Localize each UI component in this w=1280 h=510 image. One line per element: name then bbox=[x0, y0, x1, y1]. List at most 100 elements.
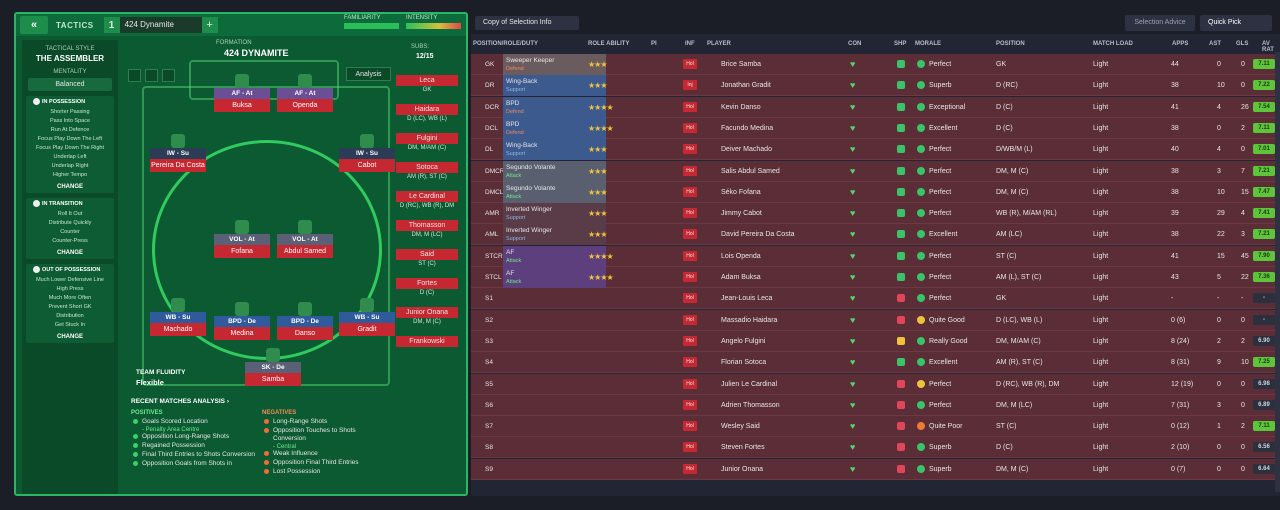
add-tactic-button[interactable]: + bbox=[201, 17, 218, 33]
sub-player[interactable]: Said ST (C) bbox=[394, 246, 462, 274]
column-header[interactable]: PLAYER bbox=[707, 41, 731, 47]
player-name[interactable]: Danso bbox=[277, 327, 333, 340]
role-duty-select[interactable]: Sweeper Keeper Defend bbox=[503, 54, 606, 75]
view-select[interactable]: Copy of Selection Info bbox=[475, 16, 579, 30]
column-header[interactable]: APPS bbox=[1172, 41, 1189, 47]
selection-advice-button[interactable]: Selection Advice bbox=[1125, 15, 1195, 31]
player-name[interactable]: Gradit bbox=[339, 323, 395, 336]
role-duty-select[interactable]: BPD Defend bbox=[503, 117, 606, 139]
pitch-player[interactable]: BPD - De Danso bbox=[277, 302, 333, 340]
role-duty-select[interactable]: Segundo Volante Attack bbox=[503, 181, 606, 203]
in-possession-change-button[interactable]: CHANGE bbox=[56, 184, 83, 190]
sub-player[interactable]: Junior Onana DM, M (C) bbox=[394, 304, 462, 332]
sub-player[interactable]: Fulgini DM, M/AM (C) bbox=[394, 130, 462, 158]
column-header[interactable]: CON bbox=[848, 41, 862, 47]
sub-name[interactable]: Haidara bbox=[396, 104, 458, 115]
out-of-possession-change-button[interactable]: CHANGE bbox=[56, 334, 83, 340]
column-header[interactable]: AST bbox=[1209, 41, 1221, 47]
sub-player[interactable]: Sotoca AM (R), ST (C) bbox=[394, 159, 462, 187]
sub-name[interactable]: Frankowski bbox=[396, 336, 458, 347]
column-header[interactable]: AV RAT bbox=[1262, 41, 1274, 53]
table-row[interactable]: STCR AF Attack ★★★★ Hol Lois Openda ♥ Perfect ST… bbox=[471, 245, 1280, 267]
player-name[interactable]: Samba bbox=[245, 373, 301, 386]
table-row[interactable]: S9 Hol Junior Onana ♥ Superb DM, M (C) Light 0 … bbox=[471, 458, 1280, 480]
role-duty-select[interactable]: Wing-Back Support bbox=[503, 75, 606, 97]
player-name[interactable]: Pereira Da Costa bbox=[150, 159, 206, 172]
player-name[interactable]: David Pereira Da Costa bbox=[721, 231, 795, 239]
table-row[interactable]: S1 Hol Jean-Louis Leca ♥ Perfect GK Light - - - - bbox=[471, 288, 1280, 310]
sub-player[interactable]: Haidara D (LC), WB (L) bbox=[394, 101, 462, 129]
table-row[interactable]: DMCR Segundo Volante Attack ★★★ Hol Salis Abd… bbox=[471, 160, 1280, 182]
pitch-player[interactable]: WB - Su Machado bbox=[150, 298, 206, 336]
list-icon[interactable] bbox=[162, 69, 175, 82]
pitch-player[interactable]: VOL - At Abdul Samed bbox=[277, 220, 333, 258]
sub-name[interactable]: Leca bbox=[396, 75, 458, 86]
player-name[interactable]: Séko Fofana bbox=[721, 188, 761, 196]
tactical-style-value[interactable]: THE ASSEMBLER bbox=[35, 54, 105, 63]
table-row[interactable]: AML Inverted Winger Support ★★★ Hol David Per… bbox=[471, 224, 1280, 246]
pitch-player[interactable]: IW - Su Pereira Da Costa bbox=[150, 134, 206, 172]
formation-name[interactable]: 424 DYNAMITE bbox=[224, 48, 289, 58]
player-name[interactable]: Junior Onana bbox=[721, 465, 764, 473]
table-row[interactable]: STCL AF Attack ★★★★ Hol Adam Buksa ♥ Perfect AM … bbox=[471, 267, 1280, 288]
player-name[interactable]: Adam Buksa bbox=[721, 274, 761, 281]
sub-player[interactable]: Fortes D (C) bbox=[394, 275, 462, 303]
column-header[interactable]: INF bbox=[685, 41, 695, 47]
mentality-select[interactable]: Balanced bbox=[28, 78, 112, 91]
table-row[interactable]: DR Wing-Back Support ★★★ Inj Jonathan Gradit ♥… bbox=[471, 75, 1280, 97]
role-duty-select[interactable]: AF Attack bbox=[503, 267, 606, 288]
tactic-name-select[interactable]: 424 Dynamite bbox=[119, 17, 202, 33]
chart-icon[interactable] bbox=[145, 69, 158, 82]
player-icon[interactable] bbox=[128, 69, 141, 82]
player-name[interactable]: Lois Openda bbox=[721, 252, 761, 260]
player-name[interactable]: Steven Fortes bbox=[721, 444, 765, 452]
pitch-player[interactable]: BPD - De Medina bbox=[214, 302, 270, 340]
table-row[interactable]: DCR BPD Defend ★★★★ Hol Kevin Danso ♥ Exception… bbox=[471, 96, 1280, 118]
sub-name[interactable]: Said bbox=[396, 249, 458, 260]
player-name[interactable]: Salis Abdul Samed bbox=[721, 167, 780, 175]
column-header[interactable]: GLS bbox=[1236, 41, 1249, 47]
table-row[interactable]: DMCL Segundo Volante Attack ★★★ Hol Séko Fofa… bbox=[471, 181, 1280, 203]
table-row[interactable]: S2 Hol Massadio Haidara ♥ Quite Good D (LC), … bbox=[471, 309, 1280, 331]
player-name[interactable]: Angelo Fulgini bbox=[721, 337, 766, 345]
analysis-button[interactable]: Analysis bbox=[346, 67, 391, 81]
column-header[interactable]: POSITION/ROLE/DUTY bbox=[473, 41, 539, 47]
player-name[interactable]: Abdul Samed bbox=[277, 245, 333, 258]
role-duty-select[interactable]: Inverted Winger Support bbox=[503, 224, 606, 246]
table-row[interactable]: S6 Hol Adrien Thomasson ♥ Perfect DM, M (LC) L… bbox=[471, 394, 1280, 416]
table-row[interactable]: DL Wing-Back Support ★★★ Hol Deiver Machado ♥ P… bbox=[471, 139, 1280, 161]
pitch-player[interactable]: WB - Su Gradit bbox=[339, 298, 395, 336]
role-duty-select[interactable]: Segundo Volante Attack bbox=[503, 160, 606, 182]
player-name[interactable]: Jonathan Gradit bbox=[721, 82, 771, 90]
column-header[interactable]: POSITION bbox=[996, 41, 1025, 47]
column-header[interactable]: SHP bbox=[894, 41, 907, 47]
player-name[interactable]: Kevin Danso bbox=[721, 103, 761, 111]
table-row[interactable]: S4 Hol Florian Sotoca ♥ Excellent AM (R), ST … bbox=[471, 352, 1280, 374]
pitch-player[interactable]: AF - At Openda bbox=[277, 74, 333, 112]
table-row[interactable]: S3 Hol Angelo Fulgini ♥ Really Good DM, M/AM … bbox=[471, 330, 1280, 352]
in-transition-change-button[interactable]: CHANGE bbox=[56, 250, 83, 256]
pitch-player[interactable]: AF - At Buksa bbox=[214, 74, 270, 112]
recent-matches-title[interactable]: RECENT MATCHES ANALYSIS › bbox=[131, 398, 229, 405]
back-icon[interactable]: « bbox=[20, 16, 48, 34]
sub-name[interactable]: Thomasson bbox=[396, 220, 458, 231]
player-name[interactable]: Massadio Haidara bbox=[721, 316, 778, 324]
table-row[interactable]: GK Sweeper Keeper Defend ★★★ Hol Brice Samba ♥… bbox=[471, 54, 1280, 75]
player-name[interactable]: Adrien Thomasson bbox=[721, 401, 780, 409]
player-name[interactable]: Wesley Said bbox=[721, 423, 760, 431]
sub-name[interactable]: Fulgini bbox=[396, 133, 458, 144]
quick-pick-button[interactable]: Quick Pick bbox=[1200, 15, 1272, 31]
sub-player[interactable]: Thomasson DM, M (LC) bbox=[394, 217, 462, 245]
column-header[interactable]: ROLE ABILITY bbox=[588, 41, 630, 47]
column-header[interactable]: PI bbox=[651, 41, 657, 47]
player-name[interactable]: Openda bbox=[277, 99, 333, 112]
player-name[interactable]: Machado bbox=[150, 323, 206, 336]
player-name[interactable]: Cabot bbox=[339, 159, 395, 172]
player-name[interactable]: Brice Samba bbox=[721, 61, 762, 68]
player-name[interactable]: Florian Sotoca bbox=[721, 359, 767, 367]
player-name[interactable]: Fofana bbox=[214, 245, 270, 258]
pitch-player[interactable]: VOL - At Fofana bbox=[214, 220, 270, 258]
player-name[interactable]: Buksa bbox=[214, 99, 270, 112]
table-row[interactable]: S8 Hol Steven Fortes ♥ Superb D (C) Light 2 (10… bbox=[471, 437, 1280, 459]
role-duty-select[interactable]: BPD Defend bbox=[503, 96, 606, 118]
